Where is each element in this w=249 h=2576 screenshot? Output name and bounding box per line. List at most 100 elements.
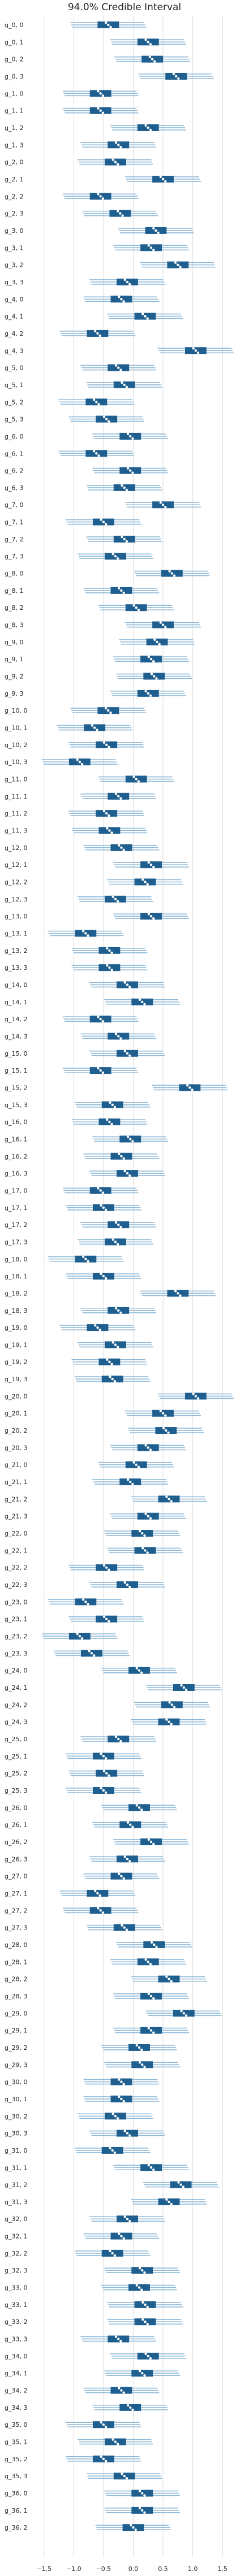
median-point xyxy=(144,1958,147,1961)
median-point xyxy=(97,1907,100,1910)
median-point xyxy=(119,212,122,215)
median-point xyxy=(95,452,98,455)
median-point xyxy=(101,1071,105,1074)
median-point xyxy=(96,1892,99,1895)
interval-row xyxy=(131,1495,207,1503)
median-point xyxy=(149,1449,152,1451)
median-point xyxy=(105,418,108,420)
interval-row xyxy=(92,2404,169,2412)
interval-row xyxy=(71,827,148,834)
row-label: g_27, 3 xyxy=(5,1924,27,1932)
median-point xyxy=(102,2423,105,2426)
row-label: g_22, 1 xyxy=(5,1547,27,1554)
median-point xyxy=(108,745,110,749)
median-point xyxy=(114,792,118,796)
median-point xyxy=(106,1358,109,1361)
row-label: g_14, 0 xyxy=(5,981,27,988)
median-point xyxy=(114,1735,118,1738)
interval-row xyxy=(131,1718,207,1725)
median-point xyxy=(99,1069,102,1072)
median-point xyxy=(168,2200,170,2204)
median-point xyxy=(126,1583,129,1586)
median-point xyxy=(144,315,147,318)
median-point xyxy=(126,1478,130,1481)
row-label: g_18, 2 xyxy=(5,1290,27,1297)
x-tick-label: 0.5 xyxy=(158,2565,168,2573)
median-point xyxy=(107,23,110,27)
median-point xyxy=(128,1174,131,1177)
median-point xyxy=(92,398,96,401)
median-point xyxy=(117,1737,120,1741)
interval-row xyxy=(125,621,201,628)
median-point xyxy=(126,1172,129,1175)
row-label: g_33, 3 xyxy=(5,2336,27,2343)
median-point xyxy=(111,2438,114,2441)
interval-row xyxy=(131,2198,207,2206)
median-point xyxy=(119,368,122,371)
interval-row xyxy=(62,90,139,97)
median-point xyxy=(117,366,120,369)
median-point xyxy=(149,863,153,866)
row-label: g_2, 0 xyxy=(5,159,23,166)
median-point xyxy=(102,1770,106,1772)
median-point xyxy=(128,1860,131,1863)
median-point xyxy=(135,1804,138,1807)
row-label: g_18, 3 xyxy=(5,1307,27,1315)
median-point xyxy=(104,21,108,24)
interval-row xyxy=(89,1855,165,1863)
median-point xyxy=(123,981,126,984)
median-point xyxy=(84,1257,87,1260)
row-label: g_23, 3 xyxy=(5,1650,27,1657)
median-point xyxy=(117,144,120,146)
median-point xyxy=(109,1101,111,1104)
median-point xyxy=(126,1858,129,1861)
interval-row xyxy=(83,2078,160,2085)
row-label: g_32, 1 xyxy=(5,2233,27,2240)
median-point xyxy=(132,1461,135,1464)
row-label: g_14, 2 xyxy=(5,1016,27,1023)
median-point xyxy=(138,2046,141,2049)
row-label: g_34, 1 xyxy=(5,2370,27,2377)
median-point xyxy=(111,158,114,161)
interval-row xyxy=(116,673,192,680)
row-label: g_36, 2 xyxy=(5,2524,27,2531)
median-point xyxy=(119,1037,122,1040)
median-point xyxy=(106,964,109,967)
median-point xyxy=(100,1786,102,1790)
interval-row xyxy=(125,175,201,183)
median-point xyxy=(108,1568,110,1571)
median-point xyxy=(149,1963,152,1966)
median-point xyxy=(101,197,105,200)
median-point xyxy=(146,883,149,886)
row-label: g_20, 2 xyxy=(5,1427,27,1434)
median-point xyxy=(138,1529,141,1533)
row-label: g_11, 3 xyxy=(5,827,27,835)
median-point xyxy=(138,2061,141,2064)
interval-row xyxy=(110,1512,186,1520)
median-point xyxy=(100,2421,102,2424)
median-point xyxy=(141,2269,144,2272)
interval-row xyxy=(68,1615,145,1623)
median-point xyxy=(121,484,123,487)
median-point xyxy=(111,553,114,556)
row-label: g_12, 1 xyxy=(5,861,27,869)
interval-row xyxy=(80,1033,157,1040)
median-point xyxy=(125,385,128,389)
median-point xyxy=(152,1997,155,2000)
median-point xyxy=(97,403,100,406)
median-point xyxy=(192,347,195,350)
interval-row xyxy=(110,38,186,46)
median-point xyxy=(93,1889,97,1893)
row-label: g_24, 1 xyxy=(5,1684,27,1692)
median-point xyxy=(174,261,177,264)
row-label: g_33, 1 xyxy=(5,2301,27,2309)
row-label: g_6, 0 xyxy=(5,433,23,440)
median-point xyxy=(138,2267,141,2270)
median-point xyxy=(108,949,111,952)
interval-row xyxy=(62,193,139,200)
median-point xyxy=(119,797,122,800)
median-point xyxy=(123,278,126,281)
median-point xyxy=(140,2288,143,2291)
median-point xyxy=(144,38,147,41)
median-point xyxy=(108,966,111,969)
